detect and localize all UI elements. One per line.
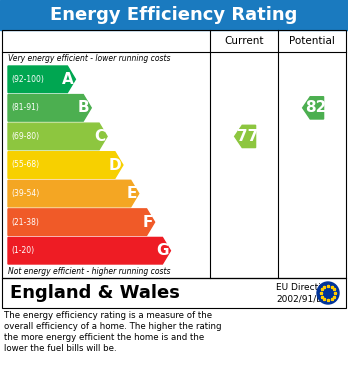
Text: The energy efficiency rating is a measure of the: The energy efficiency rating is a measur…: [4, 311, 212, 320]
Text: F: F: [142, 215, 153, 230]
Text: Energy Efficiency Rating: Energy Efficiency Rating: [50, 6, 298, 24]
Bar: [0, 0, 348, 30]
Polygon shape: [8, 180, 139, 207]
Text: C: C: [94, 129, 105, 144]
Text: overall efficiency of a home. The higher the rating: overall efficiency of a home. The higher…: [4, 322, 221, 331]
Text: D: D: [108, 158, 121, 172]
Text: E: E: [126, 186, 137, 201]
Text: England & Wales: England & Wales: [10, 284, 180, 302]
Text: G: G: [156, 243, 168, 258]
Text: (69-80): (69-80): [11, 132, 39, 141]
Text: (39-54): (39-54): [11, 189, 39, 198]
Circle shape: [317, 282, 339, 304]
Polygon shape: [8, 95, 91, 121]
Text: (81-91): (81-91): [11, 103, 39, 112]
Polygon shape: [8, 152, 123, 178]
Polygon shape: [8, 123, 107, 150]
Text: Current: Current: [224, 36, 264, 46]
Polygon shape: [8, 66, 76, 93]
Text: B: B: [78, 100, 89, 115]
Text: (1-20): (1-20): [11, 246, 34, 255]
Text: (92-100): (92-100): [11, 75, 44, 84]
Text: EU Directive: EU Directive: [276, 283, 332, 292]
Polygon shape: [8, 237, 171, 264]
Text: Not energy efficient - higher running costs: Not energy efficient - higher running co…: [8, 267, 171, 276]
Text: the more energy efficient the home is and the: the more energy efficient the home is an…: [4, 333, 204, 342]
Text: (55-68): (55-68): [11, 160, 39, 170]
Text: Potential: Potential: [289, 36, 335, 46]
Text: (21-38): (21-38): [11, 218, 39, 227]
Polygon shape: [8, 209, 155, 235]
Text: Very energy efficient - lower running costs: Very energy efficient - lower running co…: [8, 54, 171, 63]
Bar: [2, 30, 346, 278]
Text: A: A: [62, 72, 73, 87]
Text: 2002/91/EC: 2002/91/EC: [276, 294, 328, 303]
Text: 77: 77: [237, 129, 259, 144]
Bar: [2, 278, 346, 308]
Text: lower the fuel bills will be.: lower the fuel bills will be.: [4, 344, 117, 353]
Polygon shape: [303, 97, 324, 119]
Text: 82: 82: [305, 100, 327, 115]
Polygon shape: [235, 125, 255, 147]
